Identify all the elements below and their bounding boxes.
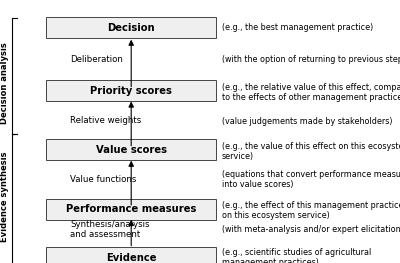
Text: (with the option of returning to previous steps): (with the option of returning to previou… (222, 55, 400, 64)
FancyBboxPatch shape (46, 247, 216, 263)
Text: Evidence: Evidence (106, 253, 156, 263)
Text: Deliberation: Deliberation (70, 55, 123, 64)
Text: Priority scores: Priority scores (90, 86, 172, 96)
Text: (e.g., the value of this effect on this ecosystem
service): (e.g., the value of this effect on this … (222, 142, 400, 161)
Text: (e.g., the effect of this management practice
on this ecosystem service): (e.g., the effect of this management pra… (222, 201, 400, 220)
Text: Relative weights: Relative weights (70, 117, 141, 125)
FancyBboxPatch shape (46, 17, 216, 38)
Text: (e.g., the relative value of this effect, compared
to the effects of other manag: (e.g., the relative value of this effect… (222, 83, 400, 102)
FancyBboxPatch shape (46, 80, 216, 101)
Text: (with meta-analysis and/or expert elicitation): (with meta-analysis and/or expert elicit… (222, 225, 400, 234)
Text: (e.g., the best management practice): (e.g., the best management practice) (222, 23, 373, 32)
Text: Decision analysis: Decision analysis (0, 42, 9, 124)
Text: (value judgements made by stakeholders): (value judgements made by stakeholders) (222, 117, 392, 126)
Text: Evidence synthesis: Evidence synthesis (0, 152, 9, 242)
Text: Decision: Decision (107, 23, 155, 33)
Text: (equations that convert performance measures
into value scores): (equations that convert performance meas… (222, 170, 400, 189)
Text: Value functions: Value functions (70, 175, 136, 184)
FancyBboxPatch shape (46, 199, 216, 220)
Text: Synthesis/analysis
and assessment: Synthesis/analysis and assessment (70, 220, 150, 239)
Text: (e.g., scientific studies of agricultural
management practices): (e.g., scientific studies of agricultura… (222, 247, 371, 263)
FancyBboxPatch shape (46, 139, 216, 160)
Text: Performance measures: Performance measures (66, 204, 196, 214)
Text: Value scores: Value scores (96, 145, 166, 155)
